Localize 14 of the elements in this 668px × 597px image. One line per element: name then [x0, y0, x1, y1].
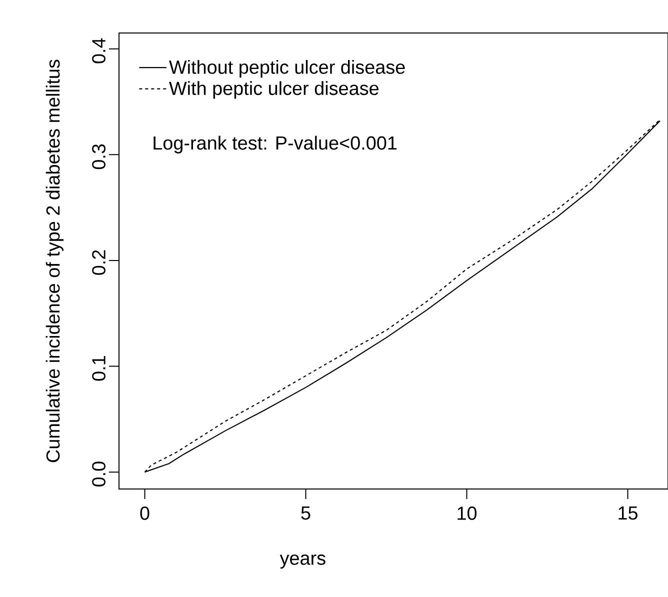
y-tick-label: 0.0 — [92, 462, 106, 486]
x-tick-label: 10 — [458, 506, 477, 520]
y-tick-label: 0.2 — [92, 250, 106, 275]
x-tick-label: 5 — [301, 506, 310, 520]
y-tick-label: 0.3 — [92, 144, 106, 170]
x-axis-title: years — [280, 554, 326, 569]
y-axis-title: Cumulative incidence of type 2 diabetes mellitus — [46, 60, 64, 462]
legend-label: With peptic ulcer disease — [169, 81, 378, 99]
y-tick-label: 0.1 — [92, 356, 106, 381]
annotation: Log-rank test: P-value<0.001 — [154, 136, 397, 154]
y-tick-label: 0.4 — [92, 38, 106, 64]
x-tick-label: 0 — [140, 506, 150, 520]
legend-label: Without peptic ulcer disease — [169, 60, 405, 78]
x-tick-label: 15 — [618, 506, 638, 520]
